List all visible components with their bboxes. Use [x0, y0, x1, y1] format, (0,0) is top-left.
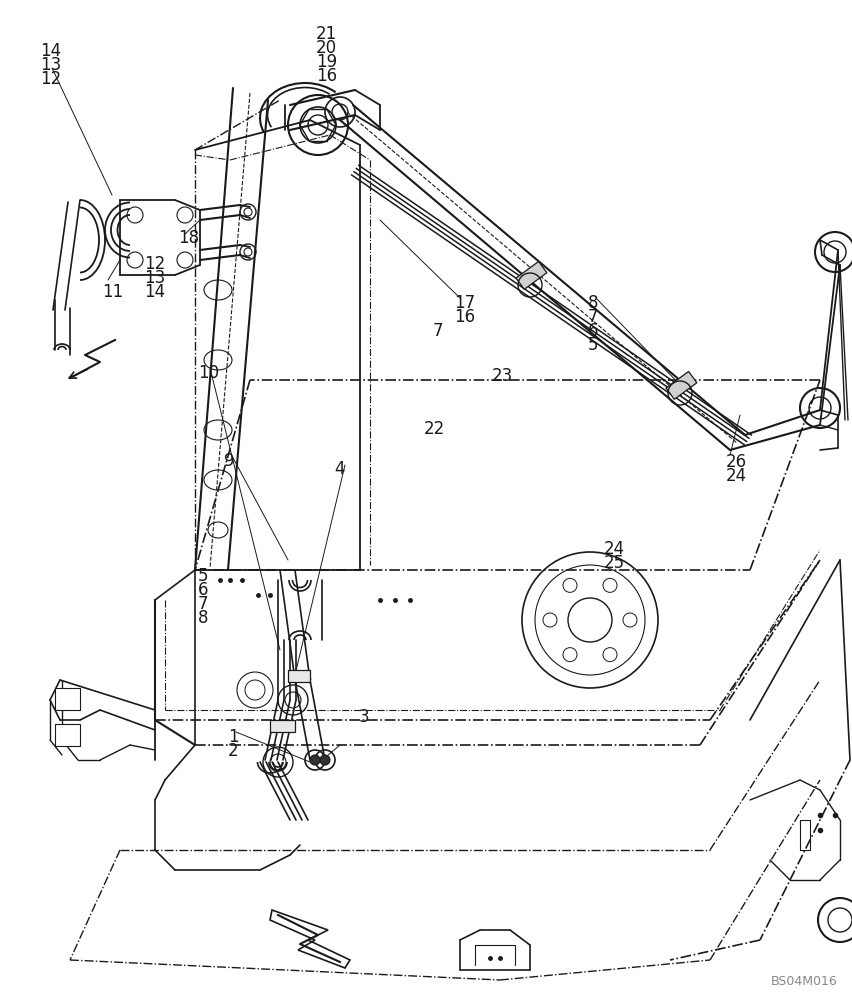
Text: 5: 5	[198, 567, 209, 585]
Circle shape	[310, 755, 320, 765]
Text: 21: 21	[316, 25, 337, 43]
Text: 14: 14	[144, 283, 165, 301]
Text: 18: 18	[178, 229, 199, 247]
Bar	[55, 688, 80, 710]
Text: 16: 16	[454, 308, 475, 326]
Text: 14: 14	[40, 42, 61, 60]
Circle shape	[320, 755, 330, 765]
Text: 25: 25	[604, 554, 625, 572]
Text: 7: 7	[433, 322, 444, 340]
Text: 1: 1	[228, 728, 239, 746]
Text: 6: 6	[588, 322, 598, 340]
Text: 8: 8	[198, 609, 209, 627]
Text: 13: 13	[40, 56, 61, 74]
Text: 24: 24	[726, 467, 747, 485]
Text: 6: 6	[198, 581, 209, 599]
Text: 13: 13	[144, 269, 165, 287]
Text: 26: 26	[726, 453, 747, 471]
Text: 24: 24	[604, 540, 625, 558]
Text: 17: 17	[454, 294, 475, 312]
Text: 11: 11	[102, 283, 124, 301]
Text: 23: 23	[492, 367, 513, 385]
Bar	[516, 261, 547, 289]
Bar	[288, 670, 310, 682]
Text: 22: 22	[424, 420, 446, 438]
Bar	[55, 724, 80, 746]
Text: 16: 16	[316, 67, 337, 85]
Text: 20: 20	[316, 39, 337, 57]
Text: 19: 19	[316, 53, 337, 71]
Text: 10: 10	[198, 364, 219, 382]
Text: 7: 7	[588, 308, 598, 326]
Text: 2: 2	[228, 742, 239, 760]
Text: 9: 9	[224, 452, 234, 470]
Bar	[666, 371, 697, 399]
Text: 12: 12	[40, 70, 61, 88]
Text: 8: 8	[588, 294, 598, 312]
Text: 7: 7	[198, 595, 209, 613]
Text: 3: 3	[359, 708, 370, 726]
Text: 5: 5	[588, 336, 598, 354]
Bar	[270, 720, 295, 732]
Text: 12: 12	[144, 255, 165, 273]
Text: 4: 4	[334, 460, 344, 478]
Text: BS04M016: BS04M016	[771, 975, 838, 988]
